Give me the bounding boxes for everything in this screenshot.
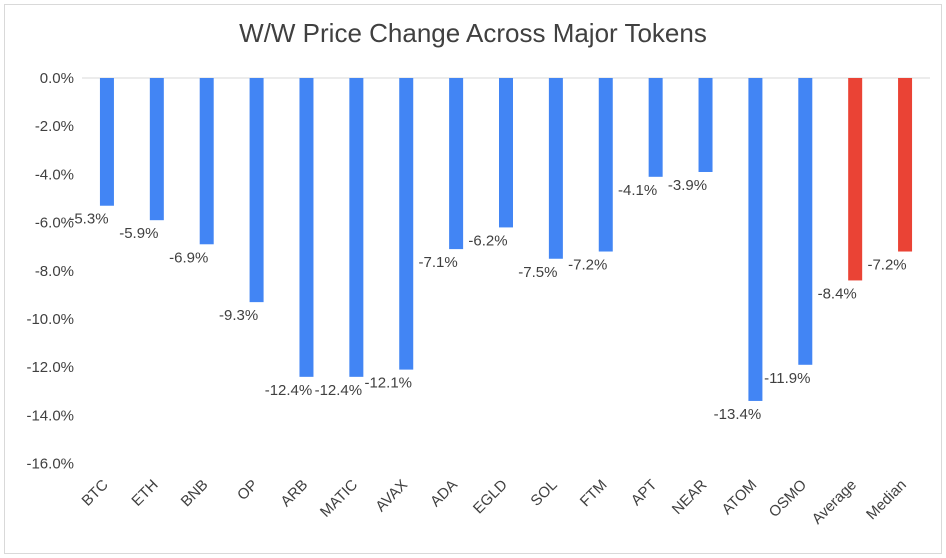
x-tick-label: FTM — [577, 476, 611, 510]
data-label: -12.4% — [265, 382, 313, 399]
bar-apt — [648, 78, 663, 177]
x-tick-label: EGLD — [470, 476, 511, 517]
x-tick-label: ARB — [277, 476, 311, 510]
y-tick-label: -2.0% — [35, 118, 74, 135]
bar-btc — [99, 78, 114, 206]
bar-bnb — [199, 78, 214, 245]
bar-average — [848, 78, 863, 281]
y-tick-label: -4.0% — [35, 166, 74, 183]
data-label: -7.5% — [518, 264, 557, 281]
x-tick-label: BNB — [178, 476, 212, 510]
data-label: -7.1% — [419, 254, 458, 271]
y-tick-label: 0.0% — [40, 70, 74, 87]
x-tick-label: OP — [234, 476, 261, 503]
x-tick-label: OSMO — [766, 476, 810, 520]
data-label: -8.4% — [818, 285, 857, 302]
y-tick-label: -14.0% — [26, 407, 74, 424]
y-tick-label: -10.0% — [26, 311, 74, 328]
x-axis: BTC ETH BNB OP ARB MATIC AVAX ADA EGLD SOL FTM APT N… — [79, 476, 910, 527]
data-label: -12.1% — [364, 375, 412, 392]
bar-atom — [748, 78, 763, 401]
bar-near — [698, 78, 713, 172]
bar-ftm — [598, 78, 613, 252]
x-tick-label: ADA — [427, 476, 461, 510]
x-tick-label: Median — [863, 476, 910, 523]
chart-title: W/W Price Change Across Major Tokens — [239, 18, 707, 48]
bar-eth — [149, 78, 164, 221]
bar-sol — [548, 78, 563, 259]
data-labels: -5.3%-5.9%-6.9%-9.3%-12.4% -12.4% -12.1%-7… — [69, 177, 906, 423]
y-tick-label: -12.0% — [26, 359, 74, 376]
x-tick-label: MATIC — [317, 476, 361, 520]
x-tick-label: APT — [628, 476, 661, 509]
x-tick-label: SOL — [527, 476, 560, 509]
data-label: -5.9% — [119, 225, 158, 242]
data-label: -6.9% — [169, 249, 208, 266]
x-tick-label: ATOM — [719, 476, 761, 518]
data-label: -4.1% — [618, 182, 657, 199]
y-tick-label: -16.0% — [26, 456, 74, 473]
data-label: -7.2% — [867, 257, 906, 274]
x-tick-label: BTC — [79, 476, 112, 509]
bar-arb — [299, 78, 314, 377]
bars — [99, 78, 913, 401]
data-label: -7.2% — [568, 257, 607, 274]
bar-matic — [349, 78, 364, 377]
data-label: -9.3% — [219, 307, 258, 324]
data-label: -5.3% — [69, 211, 108, 228]
data-label: -13.4% — [714, 406, 762, 423]
data-label: -3.9% — [668, 177, 707, 194]
x-tick-label: ETH — [128, 476, 161, 509]
y-tick-label: -6.0% — [35, 215, 74, 232]
data-label: -12.4% — [315, 382, 363, 399]
bar-op — [249, 78, 264, 303]
bar-ada — [449, 78, 464, 250]
bar-median — [898, 78, 913, 252]
x-tick-label: Average — [809, 476, 860, 527]
bar-osmo — [798, 78, 813, 365]
x-tick-label: NEAR — [669, 476, 711, 518]
x-tick-label: AVAX — [372, 476, 411, 515]
y-tick-label: -8.0% — [35, 263, 74, 280]
bar-avax — [399, 78, 414, 370]
bar-egld — [499, 78, 513, 228]
data-label: -11.9% — [764, 370, 810, 387]
data-label: -6.2% — [468, 232, 507, 249]
